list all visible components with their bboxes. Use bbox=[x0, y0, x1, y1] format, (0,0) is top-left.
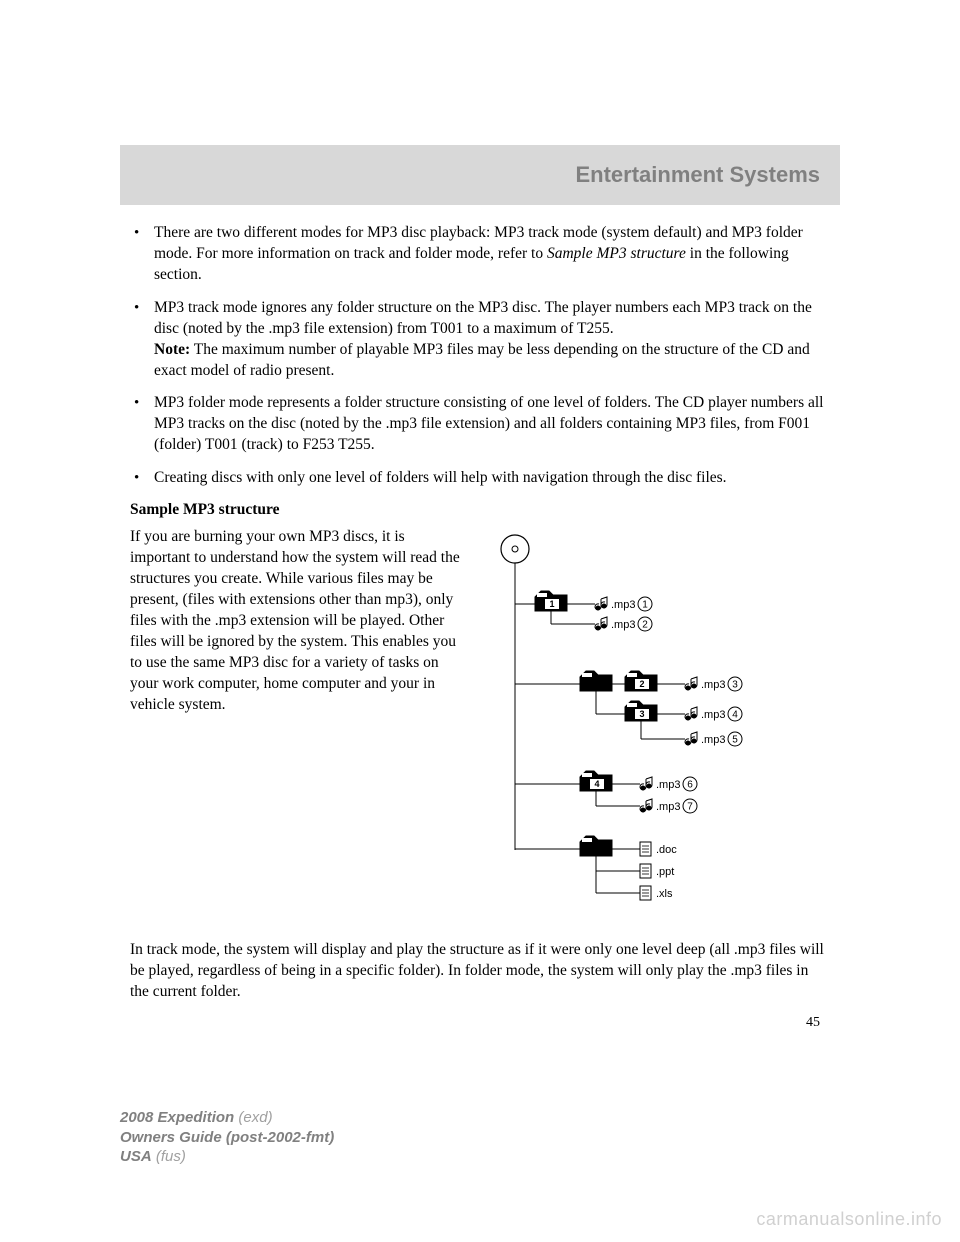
content-area: There are two different modes for MP3 di… bbox=[120, 205, 840, 1031]
note-text: The maximum number of playable MP3 files… bbox=[154, 341, 810, 379]
svg-text:2: 2 bbox=[639, 679, 644, 689]
section-paragraph: If you are burning your own MP3 discs, i… bbox=[130, 527, 460, 922]
header-bar: Entertainment Systems bbox=[120, 145, 840, 205]
svg-text:3: 3 bbox=[732, 680, 738, 691]
footer-line: Owners Guide (post-2002-fmt) bbox=[120, 1128, 334, 1148]
header-title: Entertainment Systems bbox=[575, 162, 820, 188]
svg-text:2: 2 bbox=[642, 620, 648, 631]
closing-paragraph: In track mode, the system will display a… bbox=[130, 940, 830, 1003]
bullet-list: There are two different modes for MP3 di… bbox=[130, 223, 830, 489]
watermark: carmanualsonline.info bbox=[756, 1209, 942, 1230]
footer-line: USA (fus) bbox=[120, 1147, 334, 1167]
bullet-item: MP3 track mode ignores any folder struct… bbox=[148, 298, 830, 382]
footer-line: 2008 Expedition (exd) bbox=[120, 1108, 334, 1128]
bullet-text: MP3 track mode ignores any folder struct… bbox=[154, 299, 812, 337]
svg-text:5: 5 bbox=[732, 735, 738, 746]
svg-text:.mp3: .mp3 bbox=[656, 779, 680, 791]
mp3-structure-diagram: 1 2 3 4 .mp3 1 .mp3 2 .mp3 3 .mp3 4 .mp3 5 .mp3 6 .mp3 7.… bbox=[480, 527, 830, 922]
svg-text:.mp3: .mp3 bbox=[701, 709, 725, 721]
bullet-text: MP3 folder mode represents a folder stru… bbox=[154, 394, 823, 453]
svg-text:.mp3: .mp3 bbox=[611, 599, 635, 611]
svg-text:.mp3: .mp3 bbox=[701, 679, 725, 691]
footer-region: USA bbox=[120, 1148, 152, 1165]
bullet-text: Creating discs with only one level of fo… bbox=[154, 469, 727, 486]
svg-text:1: 1 bbox=[642, 600, 648, 611]
svg-text:1: 1 bbox=[549, 599, 554, 609]
note-label: Note: bbox=[154, 341, 190, 358]
svg-text:.xls: .xls bbox=[656, 888, 673, 900]
svg-text:.mp3: .mp3 bbox=[611, 619, 635, 631]
tree-svg: 1 2 3 4 .mp3 1 .mp3 2 .mp3 3 .mp3 4 .mp3 5 .mp3 6 .mp3 7.… bbox=[480, 527, 780, 917]
footer-guide: Owners Guide (post-2002-fmt) bbox=[120, 1129, 334, 1146]
svg-text:.mp3: .mp3 bbox=[656, 801, 680, 813]
bullet-italic: Sample MP3 structure bbox=[547, 245, 686, 262]
two-column-row: If you are burning your own MP3 discs, i… bbox=[130, 527, 830, 922]
svg-text:.mp3: .mp3 bbox=[701, 734, 725, 746]
svg-text:.doc: .doc bbox=[656, 844, 677, 856]
bullet-item: MP3 folder mode represents a folder stru… bbox=[148, 393, 830, 456]
svg-text:4: 4 bbox=[732, 710, 738, 721]
page: Entertainment Systems There are two diff… bbox=[120, 145, 840, 1031]
bullet-item: Creating discs with only one level of fo… bbox=[148, 468, 830, 489]
footer: 2008 Expedition (exd) Owners Guide (post… bbox=[120, 1108, 334, 1167]
svg-text:7: 7 bbox=[687, 802, 693, 813]
footer-model: 2008 Expedition bbox=[120, 1109, 234, 1126]
section-heading: Sample MP3 structure bbox=[130, 501, 830, 519]
footer-region-code: (fus) bbox=[156, 1148, 186, 1165]
svg-text:3: 3 bbox=[639, 709, 644, 719]
svg-text:4: 4 bbox=[594, 779, 599, 789]
svg-text:6: 6 bbox=[687, 780, 693, 791]
svg-text:.ppt: .ppt bbox=[656, 866, 674, 878]
page-number: 45 bbox=[130, 1015, 830, 1031]
footer-model-code: (exd) bbox=[238, 1109, 272, 1126]
bullet-item: There are two different modes for MP3 di… bbox=[148, 223, 830, 286]
